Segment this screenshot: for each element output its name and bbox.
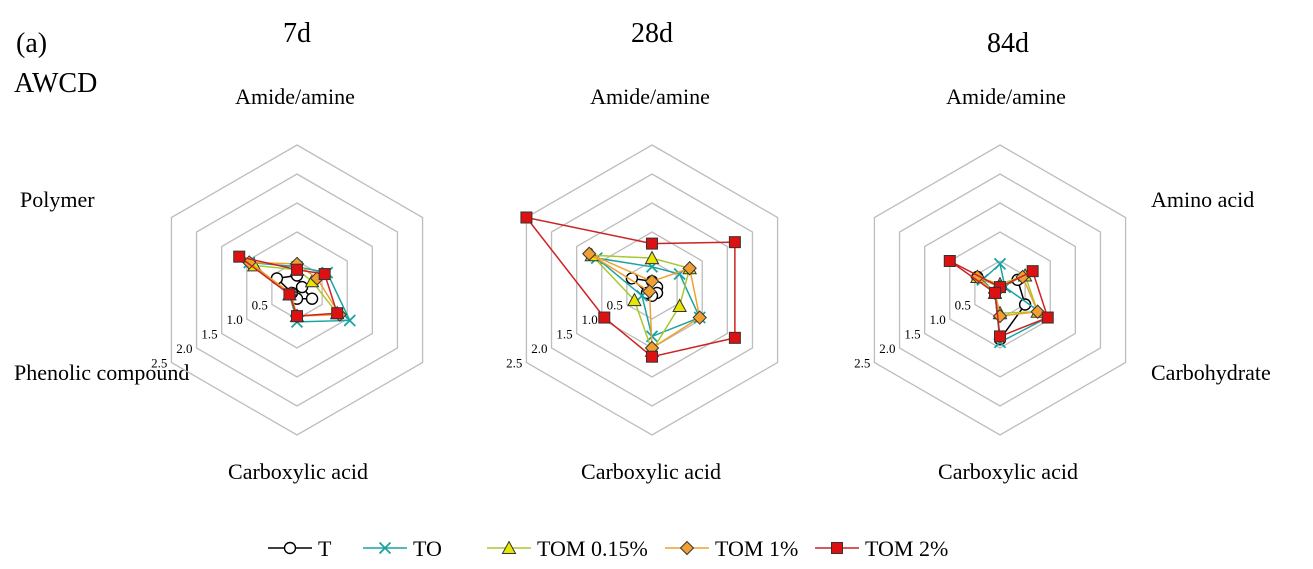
data-point: [318, 268, 331, 281]
tick-label: 2.5: [506, 356, 522, 371]
tick-label: 1.0: [930, 312, 946, 327]
legend: T TO TOM 0.15% TOM 1% TOM 2%: [268, 536, 948, 561]
data-point: [1041, 311, 1054, 324]
data-point: [291, 263, 303, 276]
radar-chart-84d: 84d Amide/amine Amino acid Carbohydrate …: [854, 28, 1271, 484]
series-tom-2: [943, 255, 1054, 343]
panel-label: (a): [16, 28, 47, 59]
data-point: [992, 308, 1008, 324]
legend-label: TOM 2%: [865, 536, 948, 561]
legend-item-to: TO: [363, 536, 442, 561]
axis-label-amide-amine: Amide/amine: [590, 84, 710, 109]
axis-label-amino-acid: Amino acid: [1151, 187, 1254, 212]
legend-item-tom-2: TOM 2%: [815, 536, 948, 561]
series-to: [976, 257, 1054, 349]
tick-label: 2.0: [531, 341, 547, 356]
grid-ring: [576, 202, 728, 378]
data-point: [305, 292, 319, 305]
tick-label: 1.5: [904, 327, 920, 342]
axis-label-carboxylic-acid: Carboxylic acid: [938, 459, 1078, 484]
legend-label: TO: [413, 536, 442, 561]
data-point: [943, 255, 956, 267]
legend-marker: [831, 542, 843, 554]
axis-label-phenolic: Phenolic compound: [14, 360, 189, 385]
legend-item-tom-0-15: TOM 0.15%: [487, 536, 648, 561]
tick-label: 1.0: [582, 312, 598, 327]
tick-label: 2.0: [879, 341, 895, 356]
data-point: [283, 288, 296, 301]
data-point: [728, 331, 741, 344]
chart-title: 28d: [631, 18, 673, 49]
data-point: [642, 284, 657, 299]
data-point: [331, 307, 344, 320]
legend-label: T: [318, 536, 332, 561]
legend-label: TOM 0.15%: [537, 536, 648, 561]
data-point: [644, 250, 660, 265]
axis-label-amide-amine: Amide/amine: [235, 84, 355, 109]
radar-chart-28d: 28d Amide/amine Carboxylic acid 0.5 1.0 1.…: [506, 18, 779, 484]
data-point: [646, 350, 658, 363]
tick-label: 2.0: [176, 341, 192, 356]
grid-ring: [898, 173, 1102, 407]
data-point: [672, 298, 687, 312]
data-point: [343, 314, 356, 327]
data-point: [1030, 304, 1045, 319]
grid-ring: [170, 144, 424, 436]
chart-title: 84d: [987, 28, 1029, 59]
data-point: [646, 237, 658, 250]
tick-label: 0.5: [955, 298, 971, 313]
radar-chart-7d: 7d Amide/amine Carboxylic acid Polymer P…: [14, 18, 424, 484]
series-tom-2: [233, 250, 344, 323]
data-point: [598, 311, 611, 324]
legend-label: TOM 1%: [715, 536, 798, 561]
data-point: [728, 236, 741, 249]
tick-label: 0.5: [607, 298, 623, 313]
axis-label-carboxylic-acid: Carboxylic acid: [581, 459, 721, 484]
grid-ring: [550, 173, 754, 407]
data-point: [233, 250, 246, 263]
axis-label-carboxylic-acid: Carboxylic acid: [228, 459, 368, 484]
legend-marker: [378, 541, 392, 555]
data-point: [682, 261, 697, 276]
legend-marker: [283, 541, 297, 555]
tick-label: 2.5: [151, 356, 167, 371]
grid-ring: [924, 202, 1076, 378]
series-tom-2: [520, 211, 741, 363]
data-point: [993, 257, 1007, 271]
tick-label: 0.5: [252, 298, 268, 313]
axis-label-carbohydrate: Carbohydrate: [1151, 360, 1271, 385]
data-point: [520, 211, 533, 224]
metric-label: AWCD: [14, 68, 97, 99]
data-point: [582, 246, 597, 261]
tick-label: 1.5: [201, 327, 217, 342]
axis-label-amide-amine: Amide/amine: [946, 84, 1066, 109]
data-point: [692, 310, 707, 325]
legend-marker: [679, 540, 695, 556]
tick-label: 2.5: [854, 356, 870, 371]
data-point: [988, 286, 1001, 299]
legend-item-t: T: [268, 536, 332, 561]
legend-item-tom-1: TOM 1%: [665, 536, 798, 561]
tick-label: 1.5: [556, 327, 572, 342]
legend-marker: [501, 540, 517, 554]
grid-ring: [221, 202, 373, 378]
data-point: [1026, 265, 1039, 278]
data-point: [994, 330, 1006, 343]
data-point: [627, 292, 642, 307]
axis-label-polymer: Polymer: [20, 187, 95, 212]
grid-ring: [195, 173, 399, 407]
tick-label: 1.0: [227, 312, 243, 327]
grid-ring: [873, 144, 1127, 436]
data-point: [291, 310, 303, 323]
chart-title: 7d: [283, 18, 311, 49]
